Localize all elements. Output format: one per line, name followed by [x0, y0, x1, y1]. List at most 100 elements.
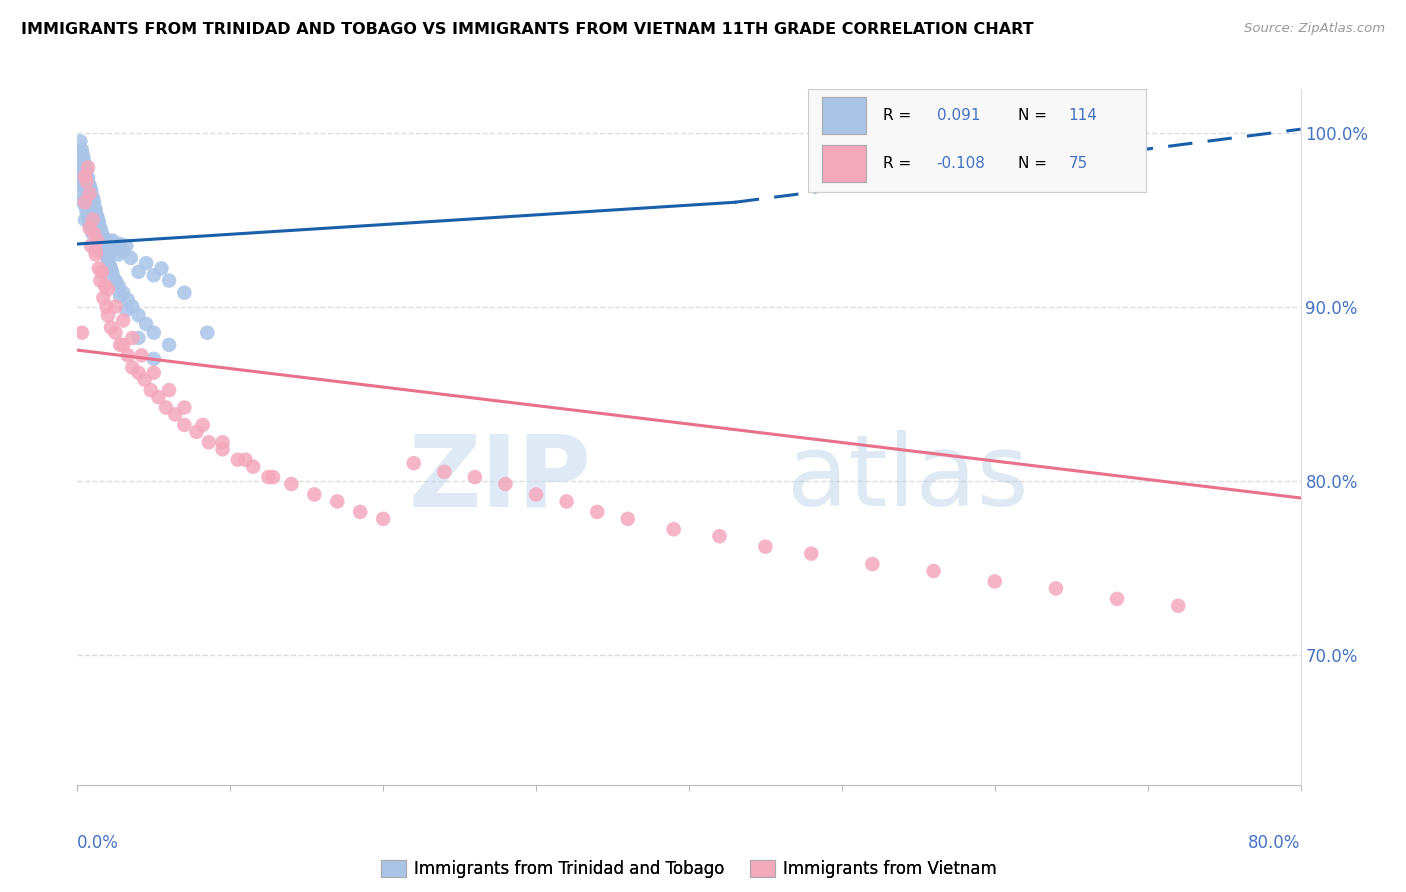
Point — [211, 442, 233, 457]
Point — [112, 244, 135, 258]
Point — [83, 202, 105, 217]
Point — [79, 186, 101, 201]
Bar — [823, 97, 866, 135]
Point — [96, 300, 118, 314]
Point — [128, 308, 150, 322]
Text: N =: N = — [1018, 108, 1046, 123]
Point — [82, 195, 104, 210]
Point — [86, 227, 108, 241]
Point — [104, 326, 127, 340]
Point — [94, 235, 117, 250]
Point — [326, 494, 349, 508]
Point — [90, 227, 112, 241]
Point — [70, 146, 93, 161]
Point — [148, 390, 170, 404]
Point — [128, 265, 150, 279]
Point — [80, 205, 103, 219]
Point — [555, 494, 578, 508]
Point — [91, 234, 114, 248]
Point — [89, 221, 111, 235]
Text: 0.091: 0.091 — [936, 108, 980, 123]
Point — [72, 161, 94, 175]
Text: Source: ZipAtlas.com: Source: ZipAtlas.com — [1244, 22, 1385, 36]
Point — [89, 221, 111, 235]
Text: 75: 75 — [1069, 155, 1087, 170]
Point — [73, 164, 96, 178]
Point — [142, 268, 165, 283]
Point — [586, 505, 609, 519]
Point — [104, 300, 127, 314]
Point — [173, 285, 195, 300]
Point — [91, 237, 114, 252]
Point — [112, 313, 135, 327]
Point — [84, 244, 107, 258]
Text: R =: R = — [883, 155, 911, 170]
Point — [80, 183, 103, 197]
Point — [112, 285, 135, 300]
Point — [87, 214, 110, 228]
Point — [70, 164, 93, 178]
Point — [67, 169, 90, 183]
Point — [89, 225, 111, 239]
Point — [84, 247, 107, 261]
Point — [83, 203, 105, 218]
Point — [1045, 582, 1067, 596]
Point — [84, 207, 107, 221]
Point — [76, 190, 98, 204]
Point — [89, 235, 111, 250]
Point — [191, 417, 214, 432]
Point — [100, 263, 122, 277]
Bar — [823, 145, 866, 181]
Point — [82, 190, 104, 204]
Point — [107, 247, 129, 261]
Point — [108, 237, 131, 252]
Point — [86, 212, 108, 227]
Point — [226, 452, 249, 467]
Point — [90, 265, 112, 279]
Point — [97, 251, 120, 265]
Point — [86, 209, 108, 223]
Point — [97, 254, 120, 268]
Point — [304, 487, 326, 501]
Point — [862, 557, 884, 571]
Point — [984, 574, 1007, 589]
Point — [77, 181, 100, 195]
Point — [173, 417, 195, 432]
Text: 80.0%: 80.0% — [1249, 834, 1301, 852]
Point — [98, 238, 121, 252]
Point — [87, 230, 110, 244]
Text: R =: R = — [883, 108, 911, 123]
Point — [1167, 599, 1189, 613]
Point — [70, 326, 93, 340]
Point — [104, 240, 127, 254]
Point — [139, 383, 162, 397]
Point — [186, 425, 208, 439]
Point — [96, 247, 118, 261]
Point — [83, 227, 105, 241]
Point — [100, 320, 122, 334]
Point — [709, 529, 731, 543]
Point — [73, 195, 96, 210]
Point — [80, 192, 103, 206]
Point — [90, 265, 112, 279]
Point — [83, 195, 105, 210]
Point — [128, 331, 150, 345]
Point — [524, 487, 547, 501]
Point — [135, 317, 157, 331]
Point — [754, 540, 776, 554]
Point — [104, 275, 127, 289]
Point — [495, 477, 517, 491]
Point — [107, 278, 129, 293]
Point — [157, 383, 180, 397]
Point — [94, 238, 117, 252]
Point — [79, 178, 101, 192]
Legend: Immigrants from Trinidad and Tobago, Immigrants from Vietnam: Immigrants from Trinidad and Tobago, Imm… — [374, 853, 1004, 885]
Point — [77, 209, 100, 223]
Point — [72, 174, 94, 188]
Point — [70, 152, 93, 166]
Point — [73, 169, 96, 183]
Point — [77, 178, 100, 192]
Text: IMMIGRANTS FROM TRINIDAD AND TOBAGO VS IMMIGRANTS FROM VIETNAM 11TH GRADE CORREL: IMMIGRANTS FROM TRINIDAD AND TOBAGO VS I… — [21, 22, 1033, 37]
Point — [195, 326, 218, 340]
Point — [173, 401, 195, 415]
